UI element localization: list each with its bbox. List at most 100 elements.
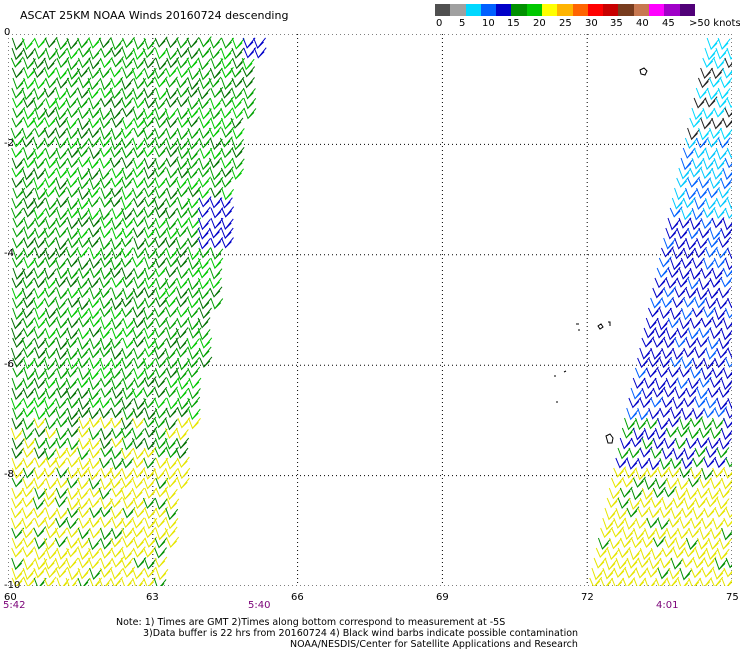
wind-barb bbox=[155, 316, 168, 328]
wind-barb bbox=[110, 76, 124, 89]
wind-barb bbox=[681, 506, 695, 519]
wind-barb bbox=[165, 386, 178, 398]
wind-barb bbox=[111, 327, 125, 340]
wind-barb bbox=[595, 546, 609, 558]
wind-barb bbox=[56, 287, 70, 300]
wind-barb bbox=[132, 336, 146, 348]
wind-barb bbox=[133, 126, 147, 138]
wind-barb bbox=[166, 357, 180, 370]
wind-barb bbox=[45, 206, 58, 218]
wind-barb bbox=[32, 137, 46, 150]
wind-barb bbox=[724, 107, 732, 118]
wind-barb bbox=[209, 227, 222, 239]
wind-barb bbox=[100, 547, 113, 559]
wind-barb bbox=[66, 176, 80, 188]
wind-barb bbox=[689, 267, 703, 280]
wind-barb bbox=[186, 116, 200, 128]
wind-barb bbox=[683, 447, 697, 461]
wind-barb bbox=[111, 56, 124, 68]
wind-barb bbox=[56, 207, 69, 221]
wind-barb bbox=[650, 347, 664, 360]
wind-barb bbox=[155, 87, 169, 101]
wind-barb bbox=[644, 527, 657, 540]
wind-barb bbox=[679, 567, 693, 581]
wind-barb bbox=[726, 197, 732, 210]
wind-barb bbox=[43, 127, 57, 139]
wind-barb bbox=[11, 467, 25, 480]
wind-barb bbox=[667, 366, 681, 378]
wind-barb bbox=[674, 286, 688, 299]
wind-barb bbox=[32, 497, 46, 511]
wind-barb bbox=[22, 267, 35, 279]
wind-barb bbox=[33, 237, 47, 249]
wind-barb bbox=[187, 197, 201, 209]
wind-barb bbox=[683, 546, 697, 558]
wind-barb bbox=[692, 557, 706, 569]
wind-barb bbox=[187, 67, 201, 81]
wind-barb bbox=[21, 277, 35, 289]
wind-barb bbox=[11, 116, 25, 128]
wind-barb bbox=[133, 506, 147, 519]
wind-barb bbox=[120, 557, 134, 569]
wind-barb bbox=[678, 167, 692, 180]
wind-barb bbox=[166, 146, 180, 158]
wind-barb bbox=[175, 346, 189, 358]
wind-barb bbox=[23, 157, 37, 169]
wind-barb bbox=[23, 367, 37, 381]
wind-barb bbox=[695, 87, 709, 100]
wind-barb bbox=[120, 296, 134, 308]
wind-barb bbox=[88, 37, 102, 49]
wind-barb bbox=[78, 457, 92, 471]
wind-barb bbox=[626, 457, 640, 470]
wind-barb bbox=[77, 567, 91, 580]
wind-barb bbox=[10, 56, 24, 68]
wind-barb bbox=[131, 437, 145, 450]
wind-barb bbox=[131, 67, 145, 80]
wind-barb bbox=[65, 517, 79, 530]
wind-barb bbox=[209, 197, 223, 209]
wind-barb bbox=[672, 447, 686, 461]
wind-barb bbox=[220, 57, 234, 70]
wind-barb bbox=[77, 387, 91, 400]
wind-barb bbox=[77, 37, 90, 49]
wind-barb bbox=[89, 147, 102, 160]
wind-barb bbox=[670, 356, 683, 368]
wind-barb bbox=[166, 56, 180, 69]
wind-barb bbox=[624, 467, 638, 479]
wind-barb bbox=[111, 227, 125, 240]
wind-barb bbox=[120, 577, 134, 586]
wind-barb bbox=[44, 167, 58, 180]
wind-barb bbox=[707, 537, 721, 550]
wind-barb bbox=[678, 217, 692, 229]
wind-barb bbox=[77, 376, 91, 389]
wind-barb bbox=[44, 327, 58, 340]
wind-barb bbox=[718, 487, 732, 499]
wind-barb bbox=[120, 247, 134, 259]
wind-barb bbox=[705, 297, 718, 310]
wind-barb bbox=[121, 167, 135, 181]
wind-barb bbox=[109, 267, 123, 279]
wind-barb bbox=[33, 396, 47, 408]
wind-barb bbox=[32, 297, 46, 310]
wind-barb bbox=[197, 97, 211, 110]
wind-barb bbox=[100, 87, 114, 99]
wind-barb bbox=[77, 107, 91, 120]
wind-barb bbox=[176, 57, 190, 69]
wind-barb bbox=[197, 57, 211, 71]
wind-barb bbox=[10, 127, 24, 140]
wind-barb bbox=[109, 367, 123, 380]
wind-barb bbox=[698, 177, 712, 189]
wind-barb bbox=[78, 46, 92, 58]
wind-barb bbox=[87, 167, 101, 181]
wind-barb bbox=[77, 406, 91, 419]
wind-barb bbox=[154, 547, 167, 559]
wind-barb bbox=[166, 327, 179, 341]
wind-barb bbox=[43, 267, 57, 280]
wind-barb bbox=[615, 557, 629, 570]
wind-barb bbox=[66, 127, 80, 140]
wind-barb bbox=[21, 527, 35, 539]
wind-barb bbox=[65, 387, 79, 400]
wind-barb bbox=[198, 36, 212, 48]
wind-barb bbox=[661, 497, 675, 511]
wind-barb bbox=[685, 237, 699, 251]
